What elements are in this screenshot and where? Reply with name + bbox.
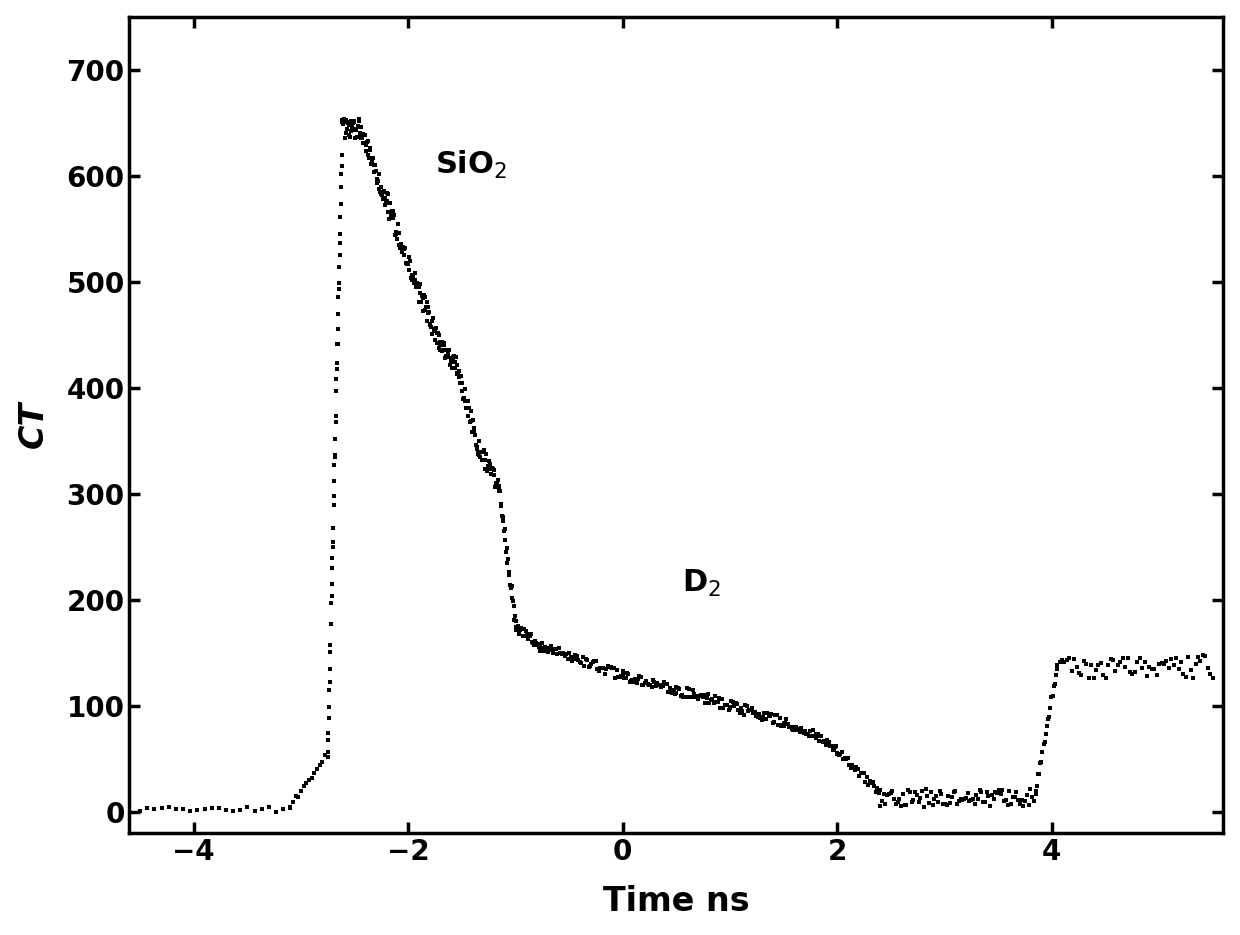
Text: SiO$_2$: SiO$_2$ xyxy=(435,149,507,181)
Y-axis label: CT: CT xyxy=(16,401,50,449)
X-axis label: Time ns: Time ns xyxy=(603,885,750,918)
Text: D$_2$: D$_2$ xyxy=(682,568,720,599)
